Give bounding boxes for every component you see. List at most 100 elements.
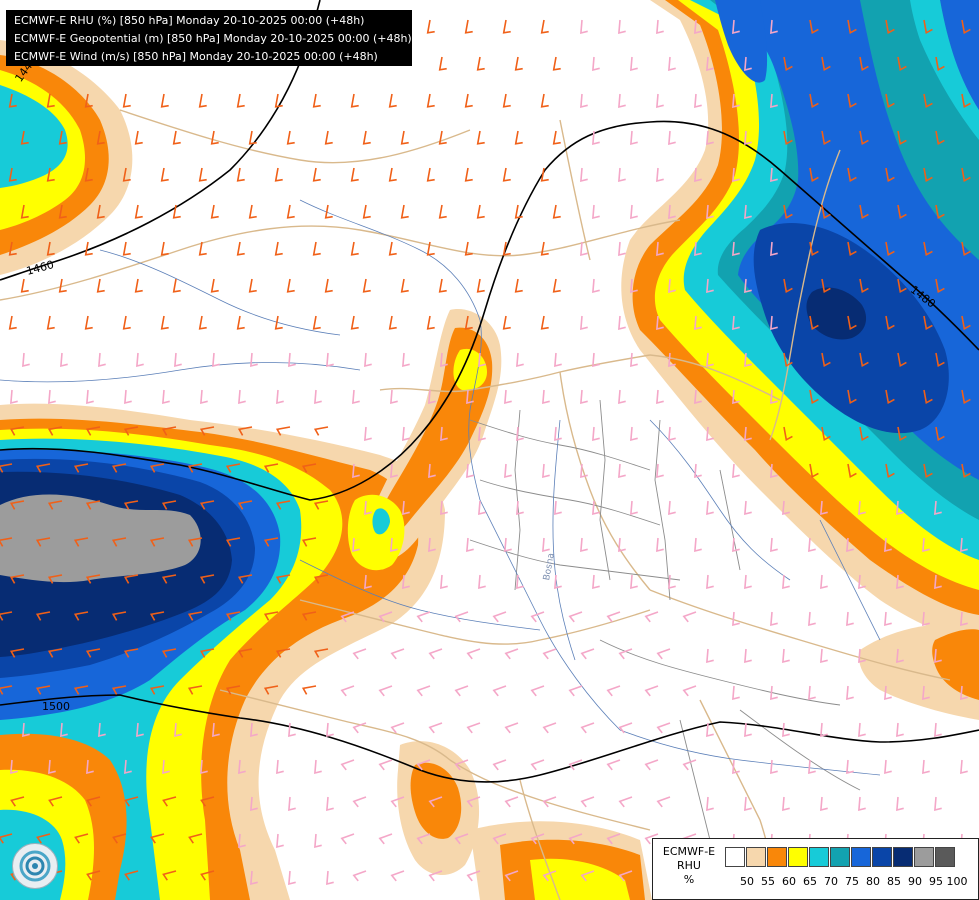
- legend-label: 75: [845, 875, 859, 888]
- wind-barb: [782, 648, 790, 664]
- wind-barb: [732, 19, 740, 35]
- wind-barb: [960, 685, 968, 701]
- wind-barb: [122, 315, 131, 330]
- wind-barb: [694, 167, 702, 183]
- wind-barb: [554, 574, 562, 590]
- wind-barb: [124, 796, 139, 807]
- wind-barb: [960, 759, 968, 775]
- wind-barb: [770, 241, 778, 257]
- wind-barb: [847, 315, 857, 331]
- wind-barb: [286, 278, 295, 293]
- ecmwf-logo-icon: [12, 843, 58, 889]
- wind-barb: [656, 537, 664, 553]
- wind-barb: [542, 463, 550, 479]
- humidity-area-northwest: [0, 40, 133, 275]
- legend-label: 60: [782, 875, 796, 888]
- wind-barb: [237, 648, 253, 658]
- wind-barb: [580, 389, 588, 405]
- wind-barb: [212, 722, 220, 738]
- wind-barb: [580, 870, 595, 882]
- wind-barb: [362, 278, 371, 293]
- wind-barb: [96, 130, 105, 145]
- wind-barb: [416, 833, 431, 845]
- wind-barb: [464, 241, 473, 256]
- wind-barb: [542, 796, 557, 808]
- wind-barb: [552, 204, 561, 219]
- legend-title-model: ECMWF-E: [662, 845, 716, 858]
- wind-barb: [732, 759, 740, 775]
- wind-barb: [162, 870, 177, 881]
- wind-barb: [744, 500, 752, 516]
- wind-barb: [897, 426, 907, 442]
- wind-barb: [809, 241, 819, 257]
- wind-barb: [199, 648, 215, 658]
- wind-barb: [859, 352, 869, 368]
- wind-barb: [847, 167, 857, 183]
- wind-barb: [530, 833, 545, 845]
- wind-barb: [592, 204, 600, 220]
- wind-barb: [492, 685, 507, 697]
- legend-title-variable: RHU: [677, 859, 701, 872]
- wind-barb: [592, 426, 600, 442]
- geopotential-contours: [0, 0, 979, 783]
- wind-barb: [324, 130, 333, 145]
- wind-barb: [618, 241, 626, 257]
- wind-barb: [84, 241, 93, 256]
- wind-barb: [466, 389, 474, 405]
- wind-barb: [492, 833, 507, 845]
- wind-barb: [428, 537, 436, 553]
- wind-barb: [694, 241, 702, 257]
- wind-barb: [706, 56, 714, 72]
- wind-barb: [122, 167, 131, 182]
- wind-barb: [960, 611, 968, 627]
- legend-label: 100: [946, 875, 968, 888]
- wind-barb: [390, 463, 398, 479]
- wind-barb: [362, 204, 371, 219]
- wind-barb: [897, 278, 907, 294]
- wind-barb: [390, 648, 405, 660]
- wind-barb: [808, 537, 816, 553]
- wind-barb: [288, 352, 296, 368]
- wind-barb: [352, 389, 360, 405]
- wind-barb: [858, 574, 866, 590]
- map-title-box: ECMWF-E RHU (%) [850 hPa] Monday 20-10-2…: [6, 10, 412, 66]
- wind-barb: [656, 315, 664, 331]
- wind-barb: [326, 870, 334, 886]
- wind-barb: [149, 611, 165, 621]
- wind-barb: [150, 833, 165, 844]
- wind-barb: [783, 56, 793, 72]
- wind-barb: [478, 352, 486, 368]
- wind-barb: [846, 759, 854, 775]
- wind-barb: [896, 574, 904, 590]
- wind-barb: [199, 426, 215, 436]
- wind-barb: [934, 500, 942, 516]
- wind-barb: [438, 56, 447, 71]
- wind-barb: [122, 241, 131, 256]
- wind-barb: [592, 278, 600, 294]
- wind-barb: [744, 56, 752, 72]
- wind-barb: [352, 870, 367, 882]
- wind-barb: [618, 19, 626, 35]
- wind-barb: [438, 130, 447, 145]
- wind-barb: [897, 352, 907, 368]
- wind-barb: [200, 759, 208, 775]
- wind-barb: [275, 574, 291, 584]
- wind-barb: [923, 463, 933, 479]
- wind-barb: [732, 93, 740, 109]
- wind-barb: [364, 500, 372, 516]
- wind-barb: [568, 759, 583, 771]
- wind-barb: [809, 19, 819, 35]
- wind-barb: [162, 796, 177, 807]
- wind-barb: [732, 685, 740, 701]
- wind-barb: [504, 537, 512, 553]
- wind-barb: [770, 19, 778, 35]
- wind-barb: [352, 537, 360, 553]
- wind-barb: [248, 278, 257, 293]
- wind-barb: [124, 870, 139, 881]
- wind-barb: [200, 870, 215, 881]
- wind-barb: [326, 796, 334, 812]
- wind-barb: [288, 796, 296, 812]
- wind-barb: [402, 352, 410, 368]
- wind-barb: [694, 537, 702, 553]
